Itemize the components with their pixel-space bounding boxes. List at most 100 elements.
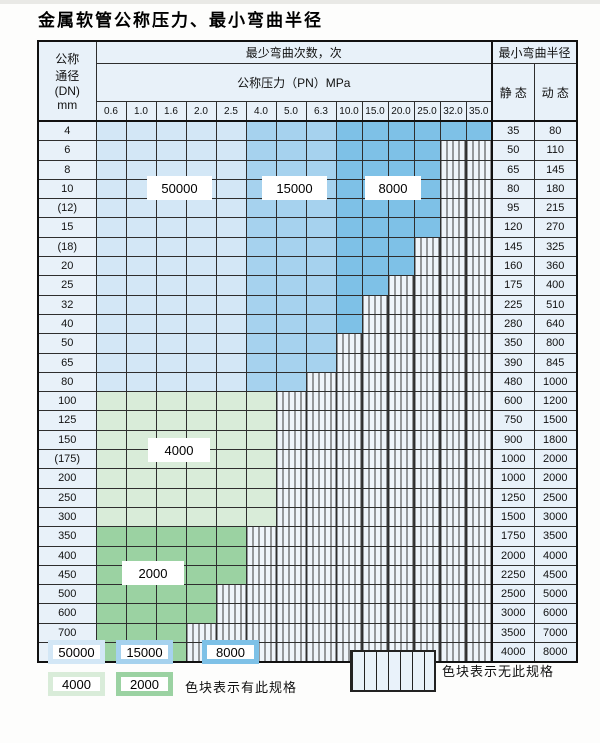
table-row: 350 1750 3500	[37, 526, 578, 547]
spec-cell	[413, 159, 441, 180]
no-spec-cell	[361, 429, 389, 451]
dynamic-radius-value: 145	[533, 159, 578, 180]
no-spec-cell	[439, 584, 467, 605]
no-spec-cell	[361, 333, 389, 354]
no-spec-cell	[465, 140, 493, 161]
spec-cell	[155, 391, 187, 412]
no-spec-cell	[439, 564, 467, 586]
spec-cell	[185, 371, 217, 393]
spec-cell	[215, 352, 247, 373]
dn-value: 200	[37, 468, 97, 489]
spec-cell	[215, 294, 247, 315]
no-spec-cell	[465, 178, 493, 200]
no-spec-cell	[361, 622, 389, 644]
no-spec-cell	[275, 468, 307, 489]
no-spec-cell	[335, 371, 363, 393]
spec-cell	[185, 487, 217, 508]
static-radius-value: 2000	[491, 545, 535, 566]
table-row: 400 2000 4000	[37, 545, 578, 566]
no-spec-cell	[387, 622, 415, 644]
spec-cell	[387, 256, 415, 277]
no-spec-cell	[305, 642, 337, 663]
no-spec-cell	[413, 391, 441, 412]
no-spec-cell	[387, 526, 415, 547]
table-row: 150 900 1800	[37, 429, 578, 451]
spec-cell	[335, 275, 363, 296]
no-spec-cell	[387, 294, 415, 315]
min-bend-radius-header: 最小弯曲半径	[491, 40, 578, 64]
no-spec-cell	[305, 564, 337, 586]
no-spec-cell	[335, 468, 363, 489]
spec-cell	[155, 584, 187, 605]
static-radius-value: 3000	[491, 603, 535, 624]
dn-value: 50	[37, 333, 97, 354]
dynamic-radius-value: 7000	[533, 622, 578, 644]
no-spec-cell	[305, 526, 337, 547]
spec-cell	[95, 256, 127, 277]
spec-cell	[215, 140, 247, 161]
spec-cell	[335, 256, 363, 277]
spec-cell	[275, 333, 307, 354]
spec-cell	[125, 391, 157, 412]
dn-value: (12)	[37, 198, 97, 219]
spec-cell	[275, 313, 307, 335]
dn-value: 600	[37, 603, 97, 624]
spec-cell	[125, 410, 157, 431]
legend-swatch-4000: 4000	[48, 672, 105, 696]
dynamic-radius-value: 845	[533, 352, 578, 373]
no-spec-cell	[215, 603, 247, 624]
spec-cell	[215, 410, 247, 431]
no-spec-cell	[413, 352, 441, 373]
static-radius-value: 280	[491, 313, 535, 335]
no-spec-cell	[335, 526, 363, 547]
spec-cell	[125, 159, 157, 180]
no-spec-cell	[387, 449, 415, 470]
legend-swatch-label: 4000	[53, 677, 100, 692]
static-radius-value: 175	[491, 275, 535, 296]
no-spec-cell	[465, 410, 493, 431]
spec-cell	[215, 487, 247, 508]
no-spec-cell	[335, 487, 363, 508]
spec-cell	[245, 217, 277, 238]
no-spec-cell	[465, 352, 493, 373]
spec-cell	[185, 313, 217, 335]
no-spec-cell	[413, 584, 441, 605]
no-spec-swatch	[350, 650, 436, 692]
static-radius-value: 65	[491, 159, 535, 180]
dn-value: 15	[37, 217, 97, 238]
spec-cell	[95, 236, 127, 258]
no-spec-cell	[439, 603, 467, 624]
no-spec-cell	[305, 391, 337, 412]
spec-cell	[125, 526, 157, 547]
cycles-label-50000: 50000	[147, 176, 212, 200]
no-spec-cell	[413, 371, 441, 393]
dynamic-radius-value: 80	[533, 120, 578, 142]
no-spec-cell	[387, 564, 415, 586]
spec-cell	[275, 352, 307, 373]
top-edge-strip	[0, 0, 600, 4]
spec-cell	[95, 198, 127, 219]
no-spec-cell	[465, 487, 493, 508]
spec-cell	[185, 603, 217, 624]
static-radius-value: 120	[491, 217, 535, 238]
spec-cell	[95, 622, 127, 644]
no-spec-cell	[275, 642, 307, 663]
dn-value: 4	[37, 120, 97, 142]
has-spec-text: 色块表示有此规格	[185, 680, 298, 695]
no-spec-cell	[439, 642, 467, 663]
spec-cell	[95, 449, 127, 470]
dynamic-radius-value: 5000	[533, 584, 578, 605]
spec-cell	[95, 506, 127, 528]
no-spec-cell	[439, 256, 467, 277]
static-radius-value: 160	[491, 256, 535, 277]
pressure-col-6.3: 6.3	[305, 101, 337, 122]
spec-cell	[361, 120, 389, 142]
legend-swatch-8000: 8000	[202, 640, 259, 664]
static-radius-value: 480	[491, 371, 535, 393]
pressure-col-5.0: 5.0	[275, 101, 307, 122]
no-spec-cell	[305, 468, 337, 489]
no-spec-cell	[275, 603, 307, 624]
spec-cell	[245, 487, 277, 508]
no-spec-cell	[439, 449, 467, 470]
no-spec-cell	[275, 429, 307, 451]
